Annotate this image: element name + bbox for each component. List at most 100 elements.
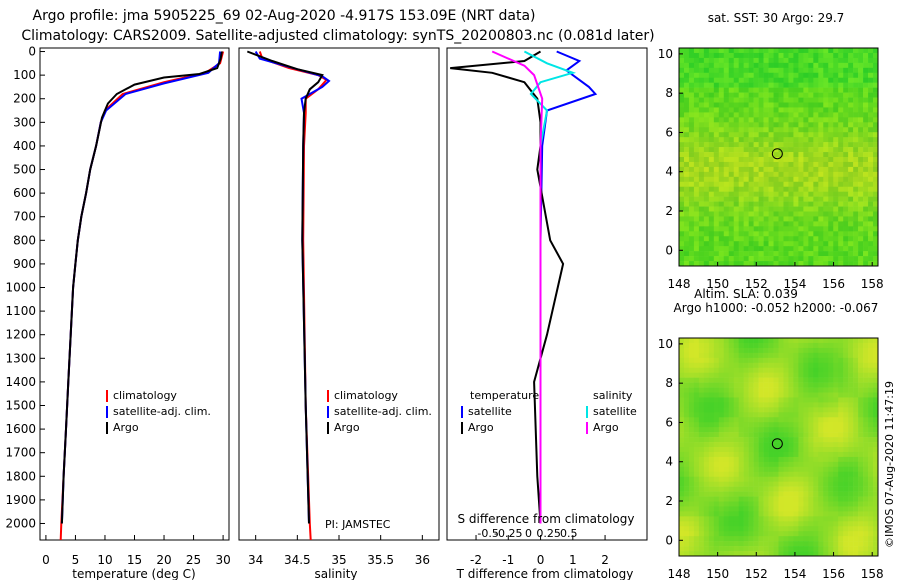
- map-cell: [773, 526, 779, 532]
- map-cell: [843, 107, 849, 113]
- map-cell: [868, 551, 874, 557]
- map-cell: [873, 92, 879, 98]
- map-cell: [803, 362, 809, 369]
- map-cell: [778, 486, 784, 492]
- map-cell: [773, 206, 779, 212]
- map-cell: [708, 476, 715, 482]
- map-cell: [748, 427, 754, 433]
- map-cell: [798, 338, 804, 344]
- map-cell: [793, 461, 799, 468]
- map-cell: [758, 506, 764, 512]
- map-cell: [703, 471, 710, 478]
- map-cell: [743, 546, 749, 552]
- map-cell: [728, 97, 735, 103]
- map-cell: [823, 92, 829, 98]
- map-cell: [778, 427, 784, 433]
- map-cell: [713, 186, 720, 192]
- series-line-t-satellite: [539, 50, 598, 524]
- map-cell: [768, 92, 774, 98]
- map-cell: [808, 347, 814, 354]
- map-cell: [683, 256, 690, 262]
- map-cell: [813, 72, 819, 79]
- map-cell: [728, 342, 735, 349]
- map-cell: [838, 181, 844, 188]
- map-cell: [698, 196, 705, 202]
- map-cell: [713, 496, 720, 502]
- map-cell: [723, 87, 730, 93]
- map-cell: [813, 546, 819, 552]
- map-cell: [813, 382, 819, 388]
- map-cell: [808, 152, 814, 158]
- map-cell: [713, 261, 720, 267]
- map-cell: [778, 511, 784, 517]
- map-cell: [778, 152, 784, 158]
- map-cell: [718, 511, 725, 517]
- map-cell: [828, 506, 834, 512]
- map-cell: [748, 181, 754, 188]
- map-cell: [753, 166, 759, 173]
- map-cell: [698, 122, 705, 128]
- map-cell: [853, 437, 859, 443]
- map-cell: [778, 531, 784, 537]
- map-cell: [828, 112, 834, 118]
- map-cell: [793, 211, 799, 217]
- map-cell: [828, 82, 834, 88]
- map-cell: [693, 456, 700, 463]
- map-cell: [703, 221, 710, 227]
- map-cell: [828, 132, 834, 138]
- map-cell: [863, 342, 869, 349]
- map-cell: [703, 186, 710, 192]
- map-cell: [723, 206, 730, 212]
- map-cell: [833, 551, 839, 557]
- map-cell: [788, 176, 794, 183]
- map-cell: [808, 491, 814, 497]
- sst-map-title: sat. SST: 30 Argo: 29.7: [708, 11, 845, 25]
- map-cell: [823, 442, 829, 448]
- map-cell: [693, 516, 700, 522]
- map-cell: [783, 432, 789, 438]
- map-cell: [763, 387, 769, 393]
- figure-title-line2: Climatology: CARS2009. Satellite-adjuste…: [21, 28, 654, 44]
- map-cell: [833, 422, 839, 428]
- map-cell: [793, 107, 799, 113]
- map-cell: [679, 352, 685, 359]
- map-cell: [838, 447, 844, 453]
- map-cell: [823, 362, 829, 369]
- map-cell: [863, 52, 869, 59]
- map-cell: [828, 461, 834, 468]
- map-cell: [773, 397, 779, 403]
- map-cell: [788, 456, 794, 463]
- map-cell: [703, 372, 710, 378]
- map-cell: [738, 372, 744, 378]
- map-cell: [808, 77, 814, 83]
- map-cell: [793, 372, 799, 378]
- map-cell: [679, 496, 685, 502]
- map-cell: [723, 531, 730, 537]
- map-cell: [853, 82, 859, 88]
- map-cell: [848, 352, 854, 359]
- map-cell: [713, 392, 720, 398]
- map-cell: [758, 127, 764, 133]
- map-cell: [718, 551, 725, 557]
- map-cell: [708, 216, 715, 222]
- map-cell: [808, 216, 814, 222]
- map-cell: [748, 476, 754, 482]
- map-cell: [753, 157, 759, 163]
- map-cell: [863, 551, 869, 557]
- map-cell: [679, 261, 685, 267]
- map-cell: [778, 211, 784, 217]
- map-cell: [858, 112, 864, 118]
- map-cell: [793, 496, 799, 502]
- map-cell: [863, 506, 869, 512]
- map-cell: [778, 261, 784, 267]
- map-cell: [823, 157, 829, 163]
- map-cell: [713, 241, 720, 247]
- map-cell: [873, 362, 879, 369]
- map-cell: [853, 201, 859, 207]
- map-cell: [833, 417, 839, 423]
- map-cell: [728, 417, 735, 423]
- map-cell: [848, 407, 854, 413]
- map-cell: [758, 231, 764, 237]
- map-cell: [808, 251, 814, 257]
